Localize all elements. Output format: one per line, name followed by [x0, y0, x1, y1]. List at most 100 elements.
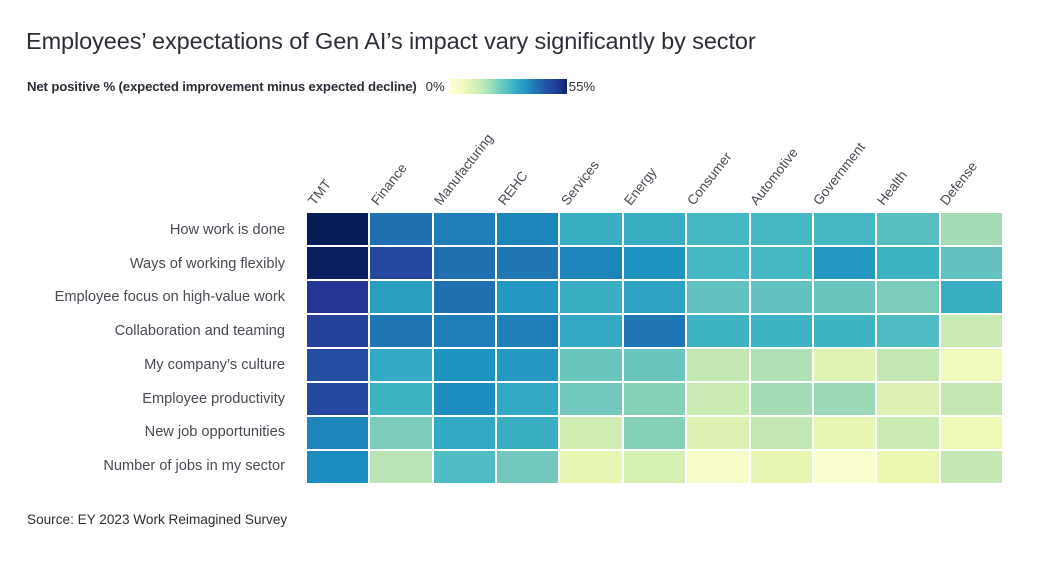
- heatmap-cell[interactable]: [877, 315, 939, 347]
- heatmap-cell[interactable]: [813, 315, 876, 347]
- heatmap-cell[interactable]: [433, 247, 496, 279]
- heatmap-cell[interactable]: [813, 213, 876, 245]
- heatmap-cell[interactable]: [623, 213, 686, 245]
- heatmap-cell[interactable]: [497, 417, 559, 449]
- heatmap-cell[interactable]: [307, 417, 369, 449]
- heatmap-cell[interactable]: [623, 247, 686, 279]
- column-label: TMT: [305, 176, 335, 208]
- heatmap-cell[interactable]: [560, 213, 622, 245]
- heatmap-cell[interactable]: [877, 417, 939, 449]
- column-label-slot: Consumer: [684, 100, 749, 210]
- heatmap-cell[interactable]: [623, 383, 686, 415]
- heatmap-cell[interactable]: [687, 281, 749, 313]
- heatmap-cell[interactable]: [940, 349, 1002, 381]
- heatmap-cell[interactable]: [370, 281, 432, 313]
- heatmap-cell[interactable]: [433, 213, 496, 245]
- heatmap-cell[interactable]: [750, 451, 812, 483]
- heatmap-cell[interactable]: [370, 383, 432, 415]
- heatmap-cell[interactable]: [750, 315, 812, 347]
- heatmap-cell[interactable]: [940, 383, 1002, 415]
- heatmap-cell[interactable]: [307, 383, 369, 415]
- heatmap-cell[interactable]: [687, 383, 749, 415]
- heatmap-cell[interactable]: [433, 451, 496, 483]
- heatmap-cell[interactable]: [433, 315, 496, 347]
- column-label: REHC: [494, 168, 531, 208]
- heatmap-cell[interactable]: [560, 451, 622, 483]
- heatmap-cell[interactable]: [940, 213, 1002, 245]
- column-label-slot: Government: [811, 100, 875, 210]
- heatmap-cell[interactable]: [560, 383, 622, 415]
- heatmap-cell[interactable]: [307, 213, 369, 245]
- heatmap-cell[interactable]: [497, 315, 559, 347]
- heatmap-cell[interactable]: [370, 349, 432, 381]
- heatmap-cell[interactable]: [750, 247, 812, 279]
- legend-label: Net positive % (expected improvement min…: [27, 78, 417, 94]
- heatmap-cell[interactable]: [560, 315, 622, 347]
- heatmap-cell[interactable]: [877, 451, 939, 483]
- heatmap-cell[interactable]: [497, 281, 559, 313]
- heatmap-cell[interactable]: [813, 417, 876, 449]
- heatmap-cell[interactable]: [940, 451, 1002, 483]
- heatmap-cell[interactable]: [940, 247, 1002, 279]
- heatmap-cell[interactable]: [560, 349, 622, 381]
- heatmap-cell[interactable]: [307, 349, 369, 381]
- row-label: Number of jobs in my sector: [103, 458, 285, 475]
- heatmap-cell[interactable]: [433, 349, 496, 381]
- heatmap-grid: [307, 213, 1002, 483]
- heatmap-cell[interactable]: [940, 417, 1002, 449]
- heatmap-cell[interactable]: [497, 383, 559, 415]
- heatmap-cell[interactable]: [307, 315, 369, 347]
- heatmap-cell[interactable]: [623, 281, 686, 313]
- heatmap-cell[interactable]: [750, 383, 812, 415]
- heatmap-cell[interactable]: [750, 213, 812, 245]
- heatmap-cell[interactable]: [877, 349, 939, 381]
- heatmap-cell[interactable]: [307, 451, 369, 483]
- column-label-slot: TMT: [305, 100, 370, 210]
- heatmap-cell[interactable]: [687, 213, 749, 245]
- heatmap-cell[interactable]: [877, 383, 939, 415]
- heatmap-cell[interactable]: [813, 383, 876, 415]
- heatmap-cell[interactable]: [497, 213, 559, 245]
- heatmap-cell[interactable]: [560, 417, 622, 449]
- heatmap-cell[interactable]: [813, 247, 876, 279]
- heatmap-cell[interactable]: [370, 417, 432, 449]
- heatmap-cell[interactable]: [687, 315, 749, 347]
- heatmap-cell[interactable]: [307, 247, 369, 279]
- heatmap-cell[interactable]: [687, 349, 749, 381]
- heatmap-cell[interactable]: [370, 213, 432, 245]
- heatmap-cell[interactable]: [623, 315, 686, 347]
- heatmap-cell[interactable]: [433, 281, 496, 313]
- heatmap-cell[interactable]: [687, 247, 749, 279]
- heatmap-cell[interactable]: [813, 451, 876, 483]
- heatmap-cell[interactable]: [813, 349, 876, 381]
- heatmap-cell[interactable]: [687, 417, 749, 449]
- heatmap-cell[interactable]: [687, 451, 749, 483]
- heatmap-cell[interactable]: [877, 247, 939, 279]
- heatmap-cell[interactable]: [750, 349, 812, 381]
- row-label: How work is done: [169, 221, 285, 238]
- heatmap-cell[interactable]: [750, 417, 812, 449]
- heatmap-cell[interactable]: [497, 451, 559, 483]
- heatmap-cell[interactable]: [433, 417, 496, 449]
- heatmap-cell[interactable]: [433, 383, 496, 415]
- heatmap-cell[interactable]: [623, 417, 686, 449]
- column-label-slot: Defense: [937, 100, 1002, 210]
- heatmap-cell[interactable]: [560, 247, 622, 279]
- heatmap-cell[interactable]: [497, 247, 559, 279]
- heatmap-cell[interactable]: [370, 315, 432, 347]
- heatmap-cell[interactable]: [940, 315, 1002, 347]
- heatmap-cell[interactable]: [940, 281, 1002, 313]
- heatmap-cell[interactable]: [813, 281, 876, 313]
- heatmap-cell[interactable]: [560, 281, 622, 313]
- heatmap-cell[interactable]: [370, 451, 432, 483]
- heatmap-cell[interactable]: [623, 349, 686, 381]
- legend: Net positive % (expected improvement min…: [27, 77, 595, 95]
- heatmap-cell[interactable]: [307, 281, 369, 313]
- legend-max-label: 55%: [568, 78, 596, 94]
- heatmap-cell[interactable]: [497, 349, 559, 381]
- heatmap-cell[interactable]: [877, 281, 939, 313]
- heatmap-cell[interactable]: [877, 213, 939, 245]
- heatmap-cell[interactable]: [370, 247, 432, 279]
- heatmap-cell[interactable]: [750, 281, 812, 313]
- heatmap-cell[interactable]: [623, 451, 686, 483]
